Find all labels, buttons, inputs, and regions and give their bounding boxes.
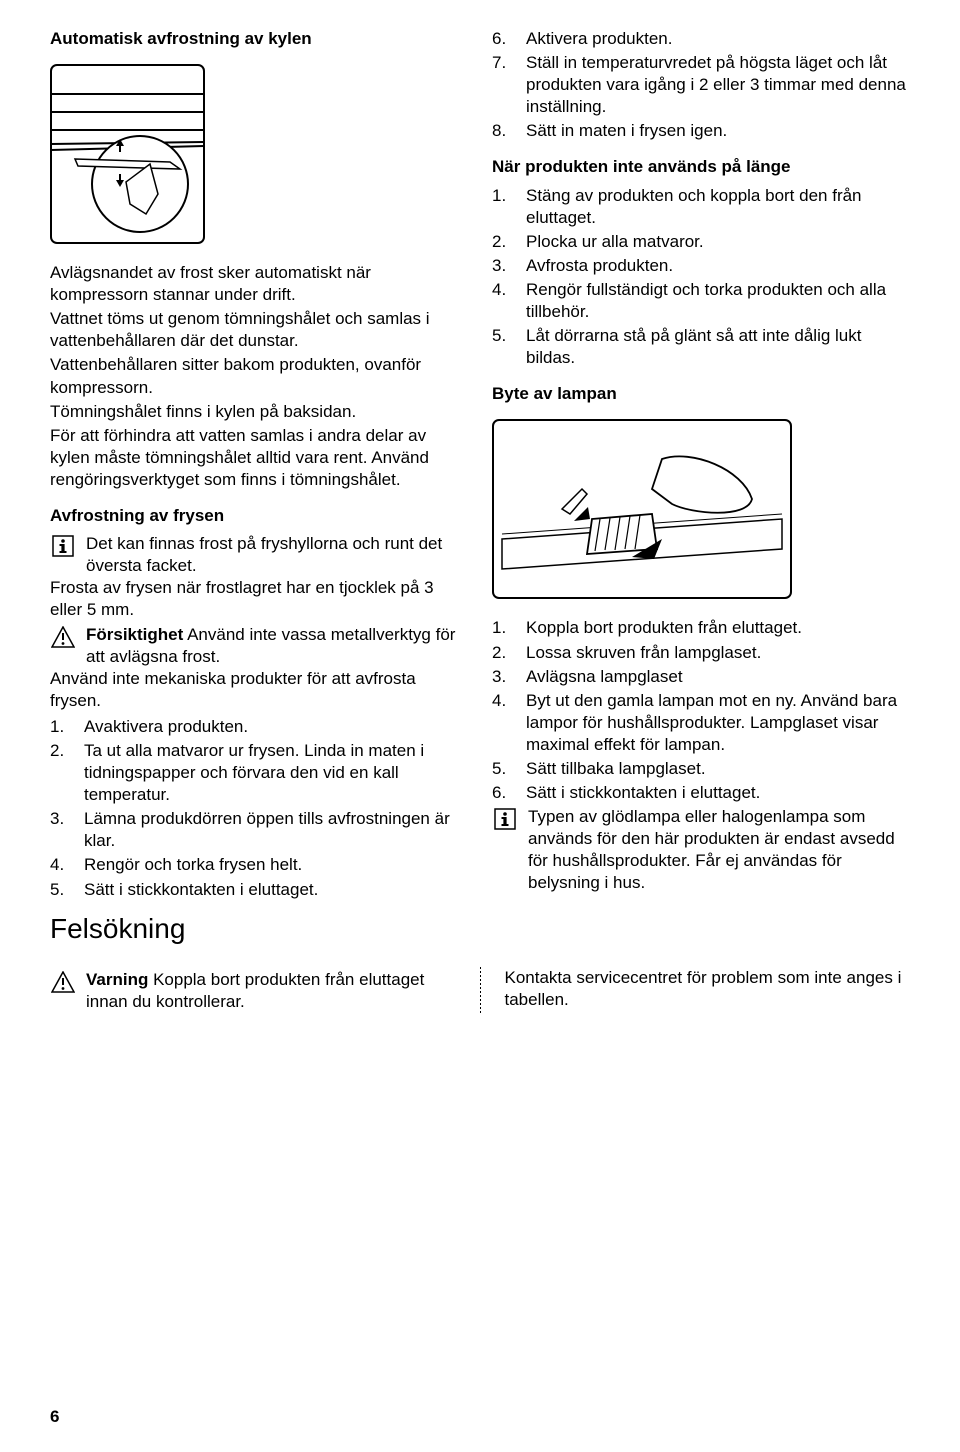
paragraph: Frosta av frysen när frostlagret har en …: [50, 577, 468, 621]
list-item: 7.Ställ in temperaturvredet på högsta lä…: [492, 52, 910, 118]
list-item: 6.Sätt i stickkontakten i eluttaget.: [492, 782, 910, 804]
info-note: Det kan finnas frost på fryshyllorna och…: [50, 533, 468, 577]
warning-note: Varning Koppla bort produkten från elutt…: [50, 969, 456, 1013]
procedure-list: 1.Stäng av produkten och koppla bort den…: [492, 185, 910, 370]
info-icon: [492, 806, 518, 830]
paragraph: Vattenbehållaren sitter bakom produkten,…: [50, 354, 468, 398]
section-heading: Avfrostning av frysen: [50, 505, 468, 527]
list-item: 2.Plocka ur alla matvaror.: [492, 231, 910, 253]
procedure-list: 1.Avaktivera produkten. 2.Ta ut alla mat…: [50, 716, 468, 901]
paragraph: Tömningshålet finns i kylen på baksidan.: [50, 401, 468, 423]
paragraph: Vattnet töms ut genom tömningshålet och …: [50, 308, 468, 352]
paragraph: Använd inte mekaniska produkter för att …: [50, 668, 468, 712]
list-item: 4.Byt ut den gamla lampan mot en ny. Anv…: [492, 690, 910, 756]
list-item: 1.Stäng av produkten och koppla bort den…: [492, 185, 910, 229]
list-item: 8.Sätt in maten i frysen igen.: [492, 120, 910, 142]
right-column: 6.Aktivera produkten. 7.Ställ in tempera…: [492, 28, 910, 947]
paragraph: Kontakta servicecentret för problem som …: [505, 967, 911, 1011]
caution-note: Försiktighet Använd inte vassa metallver…: [50, 624, 468, 668]
procedure-list-continued: 6.Aktivera produkten. 7.Ställ in tempera…: [492, 28, 910, 142]
caution-text: Försiktighet Använd inte vassa metallver…: [86, 624, 468, 668]
list-item: 1.Avaktivera produkten.: [50, 716, 468, 738]
illustration-defrost-drain: [50, 64, 468, 244]
column-divider: [480, 967, 481, 1013]
info-text: Det kan finnas frost på fryshyllorna och…: [86, 533, 468, 577]
list-item: 4.Rengör och torka frysen helt.: [50, 854, 468, 876]
section-heading: Byte av lampan: [492, 383, 910, 405]
list-item: 1.Koppla bort produkten från eluttaget.: [492, 617, 910, 639]
list-item: 3.Lämna produkdörren öppen tills avfrost…: [50, 808, 468, 852]
illustration-lamp-change: [492, 419, 910, 599]
section-heading: När produkten inte används på länge: [492, 156, 910, 178]
warning-icon: [50, 969, 76, 993]
list-item: 5.Låt dörrarna stå på glänt så att inte …: [492, 325, 910, 369]
page-number: 6: [50, 1406, 59, 1428]
main-heading: Felsökning: [50, 911, 468, 947]
list-item: 2.Lossa skruven från lampglaset.: [492, 642, 910, 664]
info-text: Typen av glödlampa eller halogenlampa so…: [528, 806, 910, 894]
troubleshoot-left: Varning Koppla bort produkten från elutt…: [50, 967, 456, 1013]
list-item: 4.Rengör fullständigt och torka produkte…: [492, 279, 910, 323]
section-heading: Automatisk avfrostning av kylen: [50, 28, 468, 50]
info-note: Typen av glödlampa eller halogenlampa so…: [492, 806, 910, 894]
list-item: 5.Sätt tillbaka lampglaset.: [492, 758, 910, 780]
paragraph: Avlägsnandet av frost sker automatiskt n…: [50, 262, 468, 306]
paragraph: För att förhindra att vatten samlas i an…: [50, 425, 468, 491]
list-item: 3.Avlägsna lampglaset: [492, 666, 910, 688]
warning-text: Varning Koppla bort produkten från elutt…: [86, 969, 456, 1013]
list-item: 3.Avfrosta produkten.: [492, 255, 910, 277]
main-columns: Automatisk avfrostning av kylen Avlägsna…: [50, 28, 910, 947]
troubleshooting-row: Varning Koppla bort produkten från elutt…: [50, 967, 910, 1013]
info-icon: [50, 533, 76, 557]
procedure-list: 1.Koppla bort produkten från eluttaget. …: [492, 617, 910, 804]
troubleshoot-right: Kontakta servicecentret för problem som …: [505, 967, 911, 1013]
list-item: 6.Aktivera produkten.: [492, 28, 910, 50]
list-item: 5.Sätt i stickkontakten i eluttaget.: [50, 879, 468, 901]
list-item: 2.Ta ut alla matvaror ur frysen. Linda i…: [50, 740, 468, 806]
left-column: Automatisk avfrostning av kylen Avlägsna…: [50, 28, 468, 947]
warning-icon: [50, 624, 76, 648]
